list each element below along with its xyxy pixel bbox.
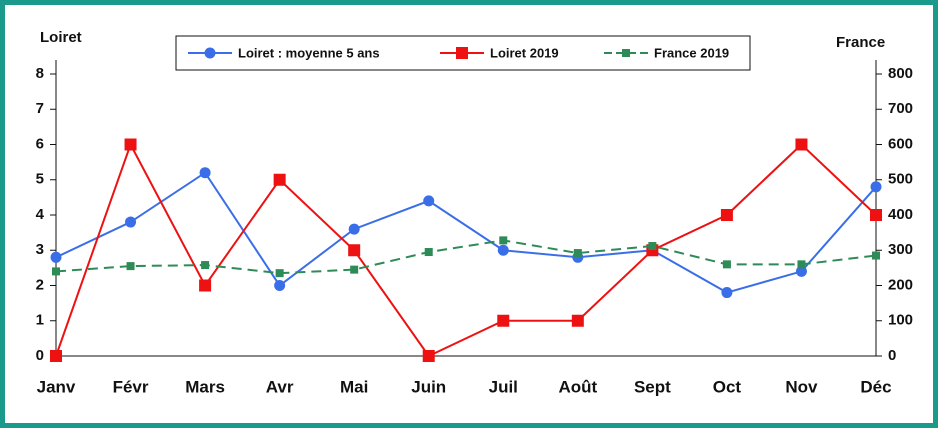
point bbox=[50, 251, 62, 263]
point bbox=[648, 242, 657, 251]
series-line bbox=[55, 239, 877, 275]
x-tick-label: Avr bbox=[266, 377, 294, 396]
point bbox=[199, 167, 211, 179]
point bbox=[870, 209, 882, 221]
x-tick-label: Juil bbox=[489, 377, 518, 396]
y2-tick-label: 300 bbox=[888, 241, 913, 258]
point bbox=[350, 265, 359, 274]
point bbox=[573, 249, 582, 258]
point bbox=[199, 279, 212, 292]
point bbox=[50, 350, 62, 362]
point bbox=[424, 248, 433, 257]
point bbox=[795, 138, 808, 151]
y2-axis-label: France bbox=[836, 34, 885, 51]
x-tick-label: Févr bbox=[113, 377, 149, 396]
x-tick-label: Déc bbox=[860, 377, 891, 396]
x-tick-label: Sept bbox=[634, 377, 671, 396]
point bbox=[722, 260, 731, 269]
y-tick-label: 5 bbox=[36, 171, 44, 188]
x-tick-label: Mars bbox=[185, 377, 225, 396]
series-line bbox=[55, 171, 877, 294]
point bbox=[52, 267, 60, 276]
point bbox=[348, 244, 361, 257]
point bbox=[275, 269, 284, 278]
y2-tick-label: 0 bbox=[888, 347, 896, 364]
legend-label: Loiret 2019 bbox=[490, 45, 559, 60]
point bbox=[872, 251, 880, 260]
y2-tick-label: 600 bbox=[888, 135, 913, 152]
x-tick-label: Oct bbox=[713, 377, 742, 396]
y-tick-label: 8 bbox=[36, 65, 44, 82]
point bbox=[422, 350, 435, 362]
point bbox=[274, 280, 286, 291]
point bbox=[124, 138, 137, 151]
y-axis-label: Loiret bbox=[40, 29, 82, 46]
x-tick-label: Août bbox=[558, 377, 597, 396]
y-tick-label: 6 bbox=[36, 135, 44, 152]
y2-tick-label: 700 bbox=[888, 100, 913, 117]
point bbox=[721, 287, 733, 299]
point bbox=[720, 209, 733, 221]
point bbox=[870, 181, 882, 193]
point bbox=[571, 314, 584, 327]
x-tick-label: Mai bbox=[340, 377, 368, 396]
legend-label: Loiret : moyenne 5 ans bbox=[238, 45, 380, 60]
y2-tick-label: 100 bbox=[888, 312, 913, 329]
point bbox=[348, 223, 360, 235]
legend-marker bbox=[622, 49, 630, 57]
y-tick-label: 1 bbox=[36, 312, 44, 329]
point bbox=[499, 236, 508, 245]
point bbox=[126, 262, 135, 271]
legend-marker bbox=[204, 47, 216, 59]
y-tick-label: 4 bbox=[36, 206, 45, 223]
point bbox=[201, 261, 210, 270]
y2-tick-label: 500 bbox=[888, 171, 913, 188]
point bbox=[423, 195, 435, 207]
legend-marker bbox=[456, 47, 468, 59]
legend-label: France 2019 bbox=[654, 45, 729, 60]
point bbox=[273, 173, 286, 186]
x-tick-label: Juin bbox=[411, 377, 446, 396]
point bbox=[497, 244, 509, 256]
y-tick-label: 0 bbox=[36, 347, 44, 364]
series-line bbox=[55, 142, 877, 358]
x-tick-label: Janv bbox=[37, 377, 76, 396]
y-tick-label: 7 bbox=[36, 100, 44, 117]
point bbox=[795, 265, 807, 277]
point bbox=[797, 260, 806, 269]
point bbox=[497, 314, 510, 327]
y2-tick-label: 200 bbox=[888, 276, 913, 293]
point bbox=[125, 216, 137, 228]
y2-tick-label: 400 bbox=[888, 206, 913, 223]
x-tick-label: Nov bbox=[785, 377, 818, 396]
y2-tick-label: 800 bbox=[888, 65, 913, 82]
y-tick-label: 2 bbox=[36, 276, 44, 293]
y-tick-label: 3 bbox=[36, 241, 44, 258]
